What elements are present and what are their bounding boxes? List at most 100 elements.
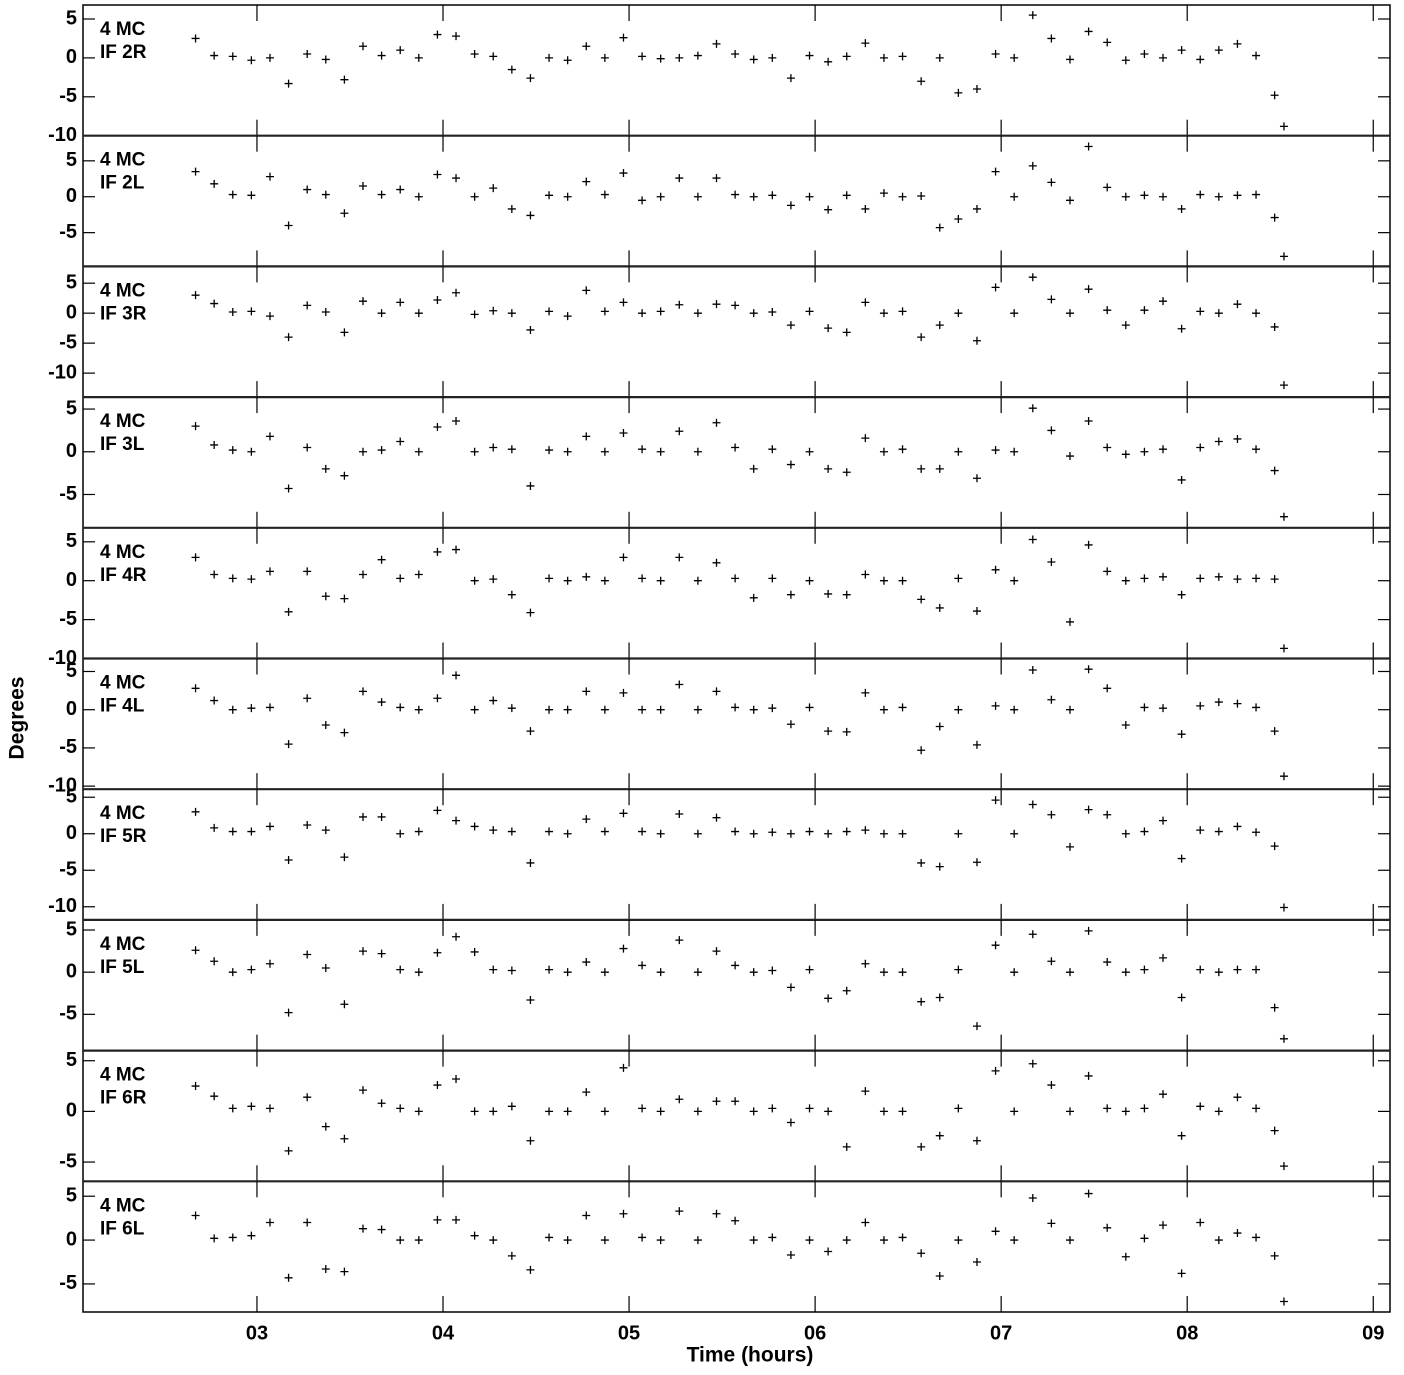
data-point xyxy=(265,312,274,321)
data-point xyxy=(954,309,963,318)
data-point xyxy=(805,576,814,585)
data-point xyxy=(396,1236,405,1245)
data-point xyxy=(1010,53,1019,62)
x-tick-label: 08 xyxy=(1176,1322,1198,1344)
data-point xyxy=(210,1234,219,1243)
data-point xyxy=(265,432,274,441)
data-point xyxy=(284,1146,293,1155)
data-point xyxy=(321,55,330,64)
data-point xyxy=(619,688,628,697)
data-point xyxy=(731,827,740,836)
data-point xyxy=(507,309,516,318)
data-point xyxy=(656,968,665,977)
data-point xyxy=(1196,1102,1205,1111)
data-point xyxy=(526,325,535,334)
data-point xyxy=(693,309,702,318)
data-point xyxy=(954,88,963,97)
data-point xyxy=(1047,957,1056,966)
data-point xyxy=(917,192,926,201)
data-point xyxy=(638,1104,647,1113)
data-point xyxy=(1065,452,1074,461)
data-point xyxy=(1252,190,1261,199)
data-point xyxy=(1159,816,1168,825)
data-point xyxy=(582,572,591,581)
data-point xyxy=(861,1218,870,1227)
data-point xyxy=(1028,161,1037,170)
data-point xyxy=(303,820,312,829)
data-point xyxy=(414,570,423,579)
data-point xyxy=(1252,703,1261,712)
data-point xyxy=(712,300,721,309)
data-point xyxy=(191,291,200,300)
data-point xyxy=(768,1233,777,1242)
data-point xyxy=(600,190,609,199)
y-tick-label: 0 xyxy=(66,1228,77,1250)
data-point xyxy=(749,593,758,602)
data-point xyxy=(359,687,368,696)
data-point xyxy=(377,1099,386,1108)
data-point xyxy=(452,671,461,680)
data-point xyxy=(1270,1126,1279,1135)
data-point xyxy=(619,944,628,953)
data-point xyxy=(507,1251,516,1260)
data-point xyxy=(731,301,740,310)
data-point xyxy=(805,1236,814,1245)
panel-label: 4 MC xyxy=(100,280,146,301)
data-point xyxy=(712,687,721,696)
data-point xyxy=(303,301,312,310)
data-point xyxy=(1159,704,1168,713)
y-tick-label: -5 xyxy=(59,221,77,243)
data-point xyxy=(954,215,963,224)
data-point xyxy=(712,39,721,48)
data-point xyxy=(582,432,591,441)
data-point xyxy=(842,191,851,200)
data-point xyxy=(340,594,349,603)
data-point xyxy=(1177,590,1186,599)
data-point xyxy=(1140,574,1149,583)
data-point xyxy=(340,1267,349,1276)
data-point xyxy=(1233,1229,1242,1238)
data-point xyxy=(191,1211,200,1220)
data-point xyxy=(786,1250,795,1259)
data-point xyxy=(489,306,498,315)
data-point xyxy=(247,191,256,200)
data-point xyxy=(1196,701,1205,710)
data-point xyxy=(786,201,795,210)
data-point xyxy=(359,812,368,821)
data-point xyxy=(265,53,274,62)
x-tick-label: 06 xyxy=(804,1322,826,1344)
data-point xyxy=(638,309,647,318)
data-point xyxy=(247,704,256,713)
data-point xyxy=(563,968,572,977)
data-point xyxy=(377,555,386,564)
data-point xyxy=(879,576,888,585)
data-point xyxy=(1065,705,1074,714)
data-point xyxy=(1121,192,1130,201)
data-point xyxy=(545,1233,554,1242)
data-point xyxy=(377,812,386,821)
data-point xyxy=(396,829,405,838)
data-point xyxy=(321,963,330,972)
panel-label: 4 MC xyxy=(100,411,146,432)
data-point xyxy=(414,447,423,456)
data-point xyxy=(1233,39,1242,48)
data-point xyxy=(619,809,628,818)
data-point xyxy=(991,1227,1000,1236)
data-point xyxy=(1214,309,1223,318)
data-point xyxy=(1084,926,1093,935)
data-point xyxy=(786,829,795,838)
data-point xyxy=(247,56,256,65)
data-point xyxy=(675,553,684,562)
data-point xyxy=(656,192,665,201)
data-point xyxy=(693,1107,702,1116)
data-point xyxy=(861,570,870,579)
data-point xyxy=(228,446,237,455)
data-point xyxy=(786,590,795,599)
data-point xyxy=(1159,192,1168,201)
data-point xyxy=(377,51,386,60)
data-point xyxy=(452,32,461,41)
data-point xyxy=(1196,574,1205,583)
data-point xyxy=(1270,1251,1279,1260)
data-point xyxy=(228,968,237,977)
